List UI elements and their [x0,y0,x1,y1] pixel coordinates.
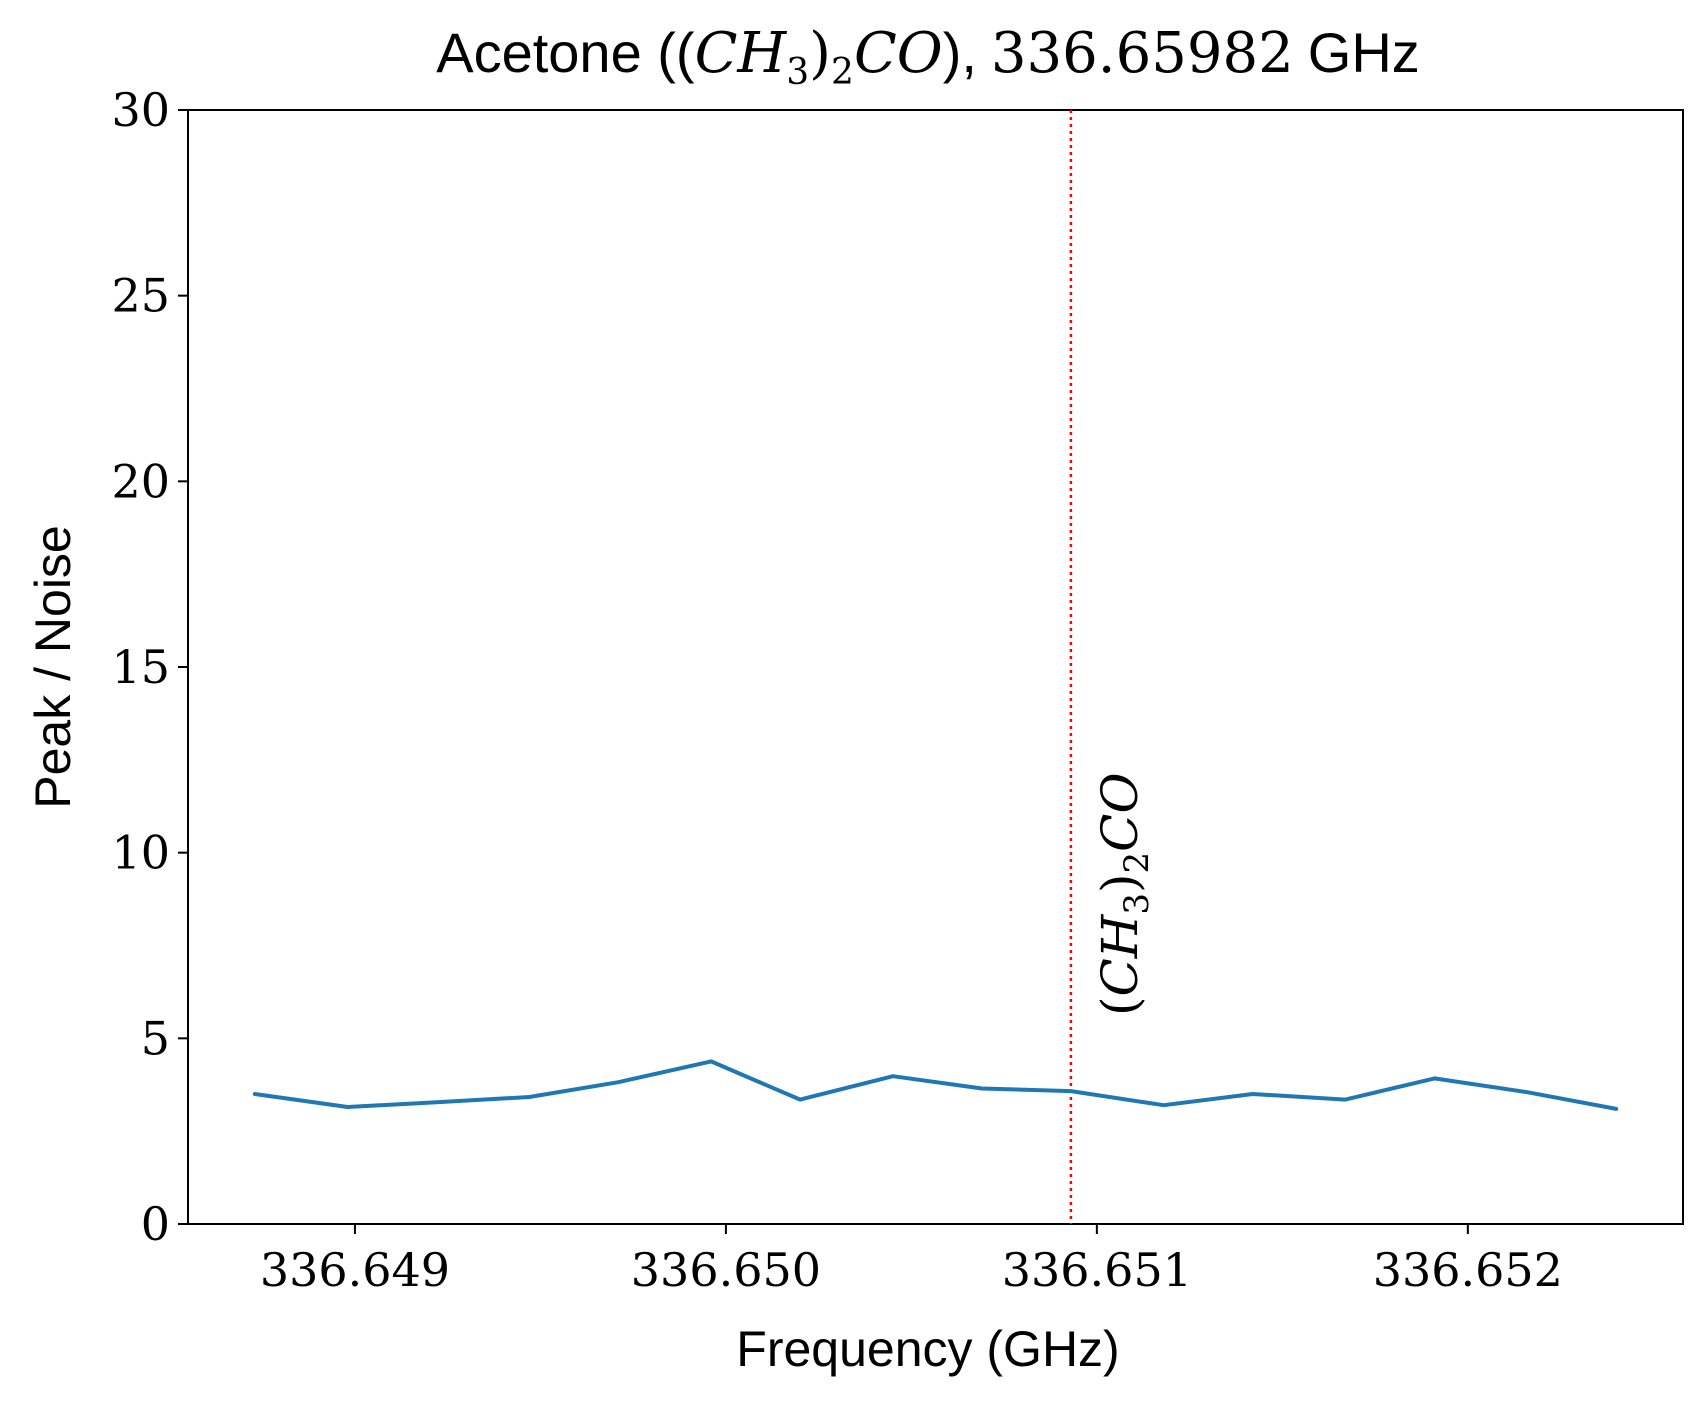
annotation-label: (CH3)2CO [1091,773,1157,1016]
y-tick-label: 10 [111,826,170,880]
x-axis-ticks: 336.649 336.650 336.651 336.652 [260,1224,1563,1297]
title-formula-sub: 3 [786,52,809,93]
annotation-open-paren: ( [1091,996,1149,1016]
x-tick-label: 336.649 [260,1243,450,1297]
annotation-main: CH [1091,913,1149,996]
title-unit: GHz [1308,21,1420,84]
y-tick-label: 25 [111,269,170,323]
annotation-sub: 3 [1117,893,1157,915]
y-tick-label: 0 [141,1197,170,1251]
y-tick-label: 30 [111,83,170,137]
title-suffix: ), [943,21,977,84]
annotation-tail: CO [1091,773,1149,852]
y-tick-label: 5 [141,1011,170,1065]
title-frequency: 336.65982 [991,21,1294,86]
title-formula-main: CH [695,21,788,86]
x-tick-label: 336.650 [631,1243,821,1297]
x-tick-label: 336.651 [1002,1243,1192,1297]
title-formula-sub2: 2 [831,52,854,93]
series-line [252,1059,1619,1111]
series-layer [252,1059,1619,1111]
y-tick-label: 15 [111,640,170,694]
y-tick-label: 20 [111,454,170,508]
title-prefix: Acetone (( [436,21,695,84]
y-axis-label: Peak / Noise [25,525,81,808]
y-axis-ticks: 0 5 10 15 20 25 30 [111,83,188,1251]
annotation-close-paren: ) [1091,873,1149,893]
x-tick-label: 336.652 [1373,1243,1563,1297]
title-formula-tail: CO [854,21,943,86]
x-axis-label: Frequency (GHz) [736,1321,1119,1377]
chart-title: Acetone ((CH3)2CO), 336.65982 GHz [436,21,1420,93]
title-formula-close: ) [809,21,831,86]
annotation-sub2: 2 [1117,852,1157,874]
